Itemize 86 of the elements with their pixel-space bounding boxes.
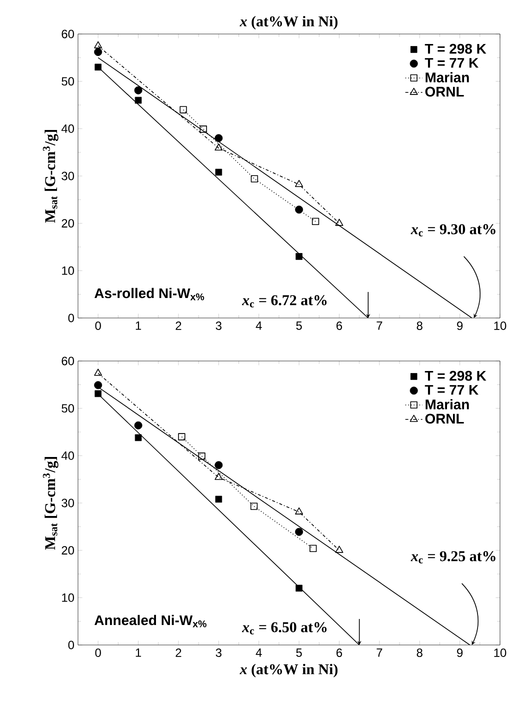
point xyxy=(200,126,207,133)
x-tick-label: 0 xyxy=(95,648,101,657)
x-tick-label: 6 xyxy=(336,648,342,657)
point xyxy=(250,502,258,510)
y-tick-label: 0 xyxy=(68,640,74,650)
y-axis-title: M$_{sat}$ [G-cm$^{3}$/g] xyxy=(42,457,58,550)
legend-label: Marian xyxy=(426,399,469,410)
x-tick-label: 5 xyxy=(296,322,302,330)
point xyxy=(295,507,304,514)
point xyxy=(94,41,102,48)
legend-label: T = 77 K xyxy=(424,385,478,395)
point xyxy=(214,461,223,470)
point xyxy=(214,143,223,151)
point xyxy=(214,134,223,142)
x-tick-label: 1 xyxy=(136,322,142,330)
x-tick-label: 9 xyxy=(457,322,463,330)
legend-label: ORNL xyxy=(425,86,464,97)
point xyxy=(134,86,142,94)
point xyxy=(295,180,304,188)
x-tick-label: 8 xyxy=(416,648,422,657)
y-tick-label: 10 xyxy=(62,266,74,275)
point xyxy=(310,544,317,552)
y-tick-label: 30 xyxy=(62,172,74,180)
x-tick-label: 3 xyxy=(216,648,222,657)
point xyxy=(180,106,187,114)
y-tick-label: 40 xyxy=(61,451,74,460)
x-tick-label: 2 xyxy=(176,322,182,330)
point xyxy=(94,64,102,71)
y-tick-label: 0 xyxy=(68,314,74,322)
y-tick-label: 30 xyxy=(62,498,74,508)
legend-label: Marian xyxy=(426,72,469,82)
point xyxy=(94,368,102,376)
y-tick-label: 20 xyxy=(62,546,74,555)
annotation: x$_{c}$ = 9.25 at% xyxy=(410,551,496,564)
x-tick-label: 10 xyxy=(494,322,506,330)
annotation: x$_{c}$ = 6.50 at% xyxy=(242,622,327,634)
x-tick-label: 10 xyxy=(494,648,506,657)
x-axis-title: x (at%W in Ni) xyxy=(240,664,338,678)
point xyxy=(94,381,102,390)
annotation: x$_{c}$ = 6.72 at% xyxy=(242,295,327,308)
y-tick-label: 60 xyxy=(62,30,74,38)
y-tick-label: 50 xyxy=(62,404,74,413)
point xyxy=(335,546,344,553)
y-tick-label: 50 xyxy=(62,77,74,86)
point xyxy=(312,218,320,226)
x-tick-label: 5 xyxy=(296,648,302,657)
x-tick-label: 3 xyxy=(216,322,222,330)
point xyxy=(94,48,102,56)
x-tick-label: 4 xyxy=(256,648,262,657)
y-tick-label: 60 xyxy=(62,356,74,366)
x-tick-label: 2 xyxy=(176,648,182,657)
x-tick-label: 7 xyxy=(376,648,382,657)
x-tick-label: 7 xyxy=(376,322,382,330)
x-tick-label: 4 xyxy=(256,322,262,330)
y-tick-label: 40 xyxy=(61,124,74,133)
x-tick-label: 0 xyxy=(95,322,101,330)
point xyxy=(295,206,304,214)
legend-label: ORNL xyxy=(425,414,464,424)
annotation: As-rolled Ni-W$_{x%}$ xyxy=(94,288,204,300)
point xyxy=(134,434,142,442)
point xyxy=(134,421,142,430)
x-tick-label: 6 xyxy=(336,322,342,330)
legend-label: T = 298 K xyxy=(424,44,486,54)
point xyxy=(214,472,223,480)
point xyxy=(178,433,186,440)
point xyxy=(215,168,222,176)
annotation: Annealed Ni-W$_{x%}$ xyxy=(94,614,206,628)
legend-label: T = 298 K xyxy=(424,370,486,381)
point xyxy=(296,584,302,592)
point xyxy=(198,452,206,460)
x-axis-title: x (at%W in Ni) xyxy=(240,16,338,30)
y-tick-label: 20 xyxy=(62,219,74,228)
annotation: x$_{c}$ = 9.30 at% xyxy=(410,224,496,236)
y-tick-label: 10 xyxy=(62,593,74,602)
x-tick-label: 8 xyxy=(416,322,422,330)
point xyxy=(215,496,222,503)
point xyxy=(94,390,102,398)
point xyxy=(296,253,302,260)
y-axis-title: M$_{sat}$ [G-cm$^{3}$/g] xyxy=(42,130,58,223)
point xyxy=(335,218,344,226)
x-tick-label: 1 xyxy=(136,648,142,657)
point xyxy=(134,96,142,104)
x-tick-label: 9 xyxy=(457,648,463,657)
point xyxy=(250,175,258,182)
legend-label: T = 77 K xyxy=(424,58,478,68)
point xyxy=(295,528,304,536)
